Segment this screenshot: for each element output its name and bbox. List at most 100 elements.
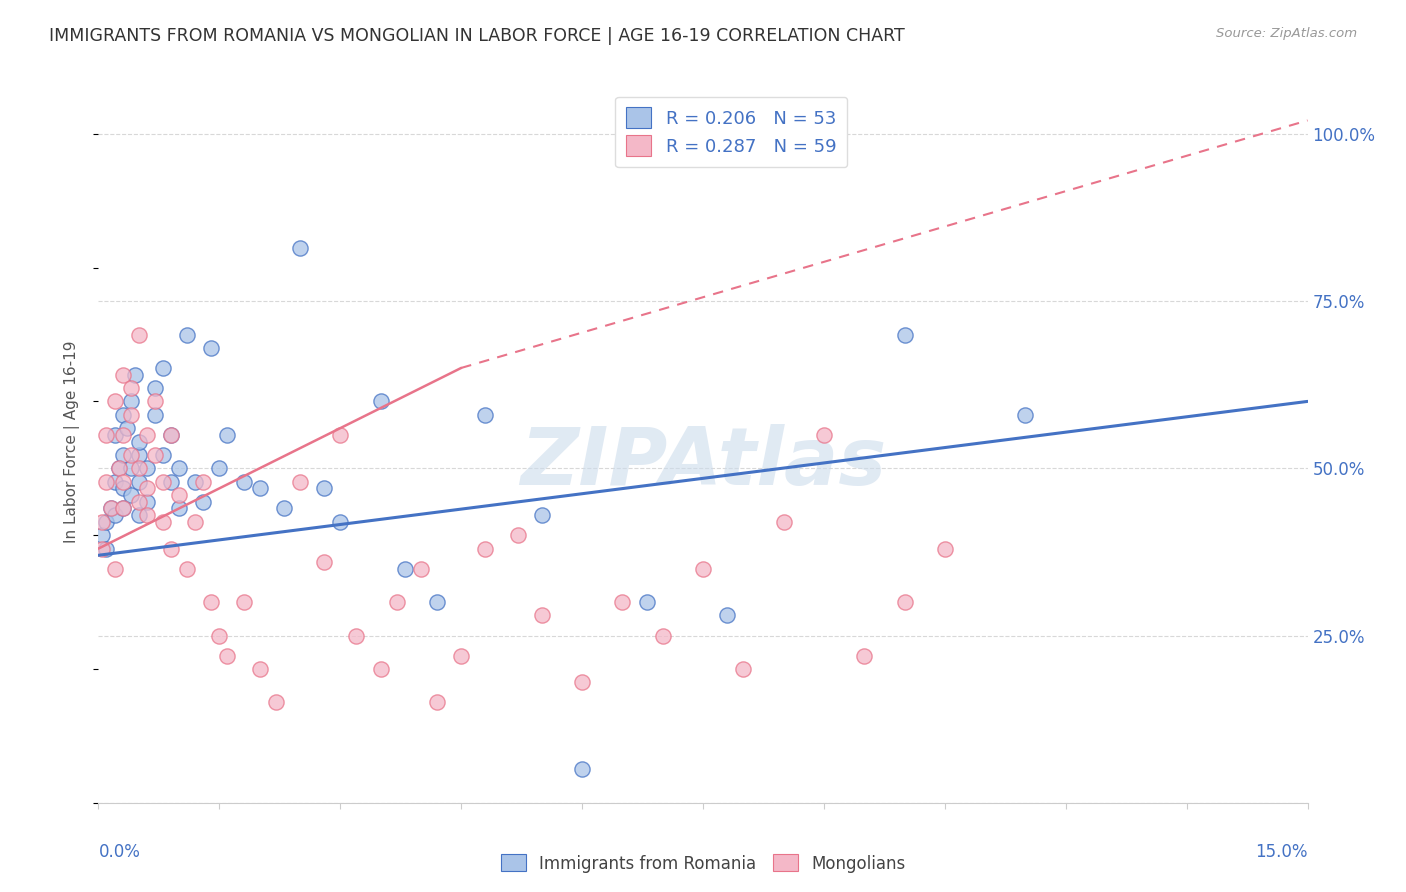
Point: [103, 475, 125, 489]
Point: [184, 475, 207, 489]
Point: [160, 541, 183, 556]
Point: [111, 427, 134, 442]
Point: [152, 448, 174, 462]
Point: [409, 562, 432, 576]
Point: [193, 475, 215, 489]
Point: [120, 381, 142, 395]
Point: [314, 555, 336, 569]
Point: [111, 448, 134, 462]
Point: [329, 427, 352, 442]
Y-axis label: In Labor Force | Age 16-19: In Labor Force | Age 16-19: [63, 340, 80, 543]
Point: [217, 648, 239, 663]
Point: [426, 696, 449, 710]
Point: [176, 562, 198, 576]
Point: [135, 508, 157, 523]
Point: [249, 662, 271, 676]
Point: [107, 461, 129, 475]
Point: [107, 461, 129, 475]
Point: [176, 327, 198, 342]
Point: [128, 461, 150, 475]
Point: [103, 394, 125, 409]
Text: 15.0%: 15.0%: [1256, 843, 1308, 861]
Point: [91, 541, 114, 556]
Point: [167, 501, 190, 516]
Point: [329, 515, 352, 529]
Point: [692, 562, 714, 576]
Point: [160, 427, 183, 442]
Point: [115, 421, 138, 435]
Point: [120, 394, 142, 409]
Point: [111, 408, 134, 422]
Point: [893, 327, 915, 342]
Point: [200, 595, 222, 609]
Point: [103, 562, 125, 576]
Point: [636, 595, 658, 609]
Point: [314, 482, 336, 496]
Point: [135, 494, 157, 508]
Point: [100, 501, 122, 516]
Point: [135, 461, 157, 475]
Point: [208, 628, 231, 642]
Point: [288, 475, 311, 489]
Point: [232, 595, 254, 609]
Point: [530, 508, 553, 523]
Point: [96, 427, 118, 442]
Point: [370, 394, 392, 409]
Text: Source: ZipAtlas.com: Source: ZipAtlas.com: [1216, 27, 1357, 40]
Point: [128, 475, 150, 489]
Point: [143, 448, 166, 462]
Point: [288, 241, 311, 255]
Point: [111, 501, 134, 516]
Point: [167, 488, 190, 502]
Point: [716, 608, 738, 623]
Point: [100, 501, 122, 516]
Point: [813, 427, 835, 442]
Point: [120, 448, 142, 462]
Point: [167, 461, 190, 475]
Point: [96, 475, 118, 489]
Point: [344, 628, 367, 642]
Point: [200, 341, 222, 355]
Point: [128, 327, 150, 342]
Point: [394, 562, 416, 576]
Point: [208, 461, 231, 475]
Legend: Immigrants from Romania, Mongolians: Immigrants from Romania, Mongolians: [494, 847, 912, 880]
Point: [506, 528, 529, 542]
Point: [160, 475, 183, 489]
Point: [853, 648, 876, 663]
Point: [96, 541, 118, 556]
Point: [450, 648, 472, 663]
Point: [143, 381, 166, 395]
Point: [160, 427, 183, 442]
Point: [612, 595, 634, 609]
Point: [232, 475, 254, 489]
Point: [111, 368, 134, 382]
Point: [91, 528, 114, 542]
Point: [128, 448, 150, 462]
Legend: R = 0.206   N = 53, R = 0.287   N = 59: R = 0.206 N = 53, R = 0.287 N = 59: [616, 96, 848, 167]
Point: [772, 515, 794, 529]
Point: [111, 482, 134, 496]
Point: [143, 408, 166, 422]
Point: [1014, 408, 1036, 422]
Point: [91, 515, 114, 529]
Point: [103, 508, 125, 523]
Point: [128, 434, 150, 449]
Point: [152, 475, 174, 489]
Point: [152, 515, 174, 529]
Point: [120, 408, 142, 422]
Point: [143, 394, 166, 409]
Point: [120, 488, 142, 502]
Point: [135, 482, 157, 496]
Point: [893, 595, 915, 609]
Point: [96, 515, 118, 529]
Point: [733, 662, 755, 676]
Point: [124, 368, 146, 382]
Point: [651, 628, 673, 642]
Point: [103, 427, 125, 442]
Point: [111, 501, 134, 516]
Point: [934, 541, 956, 556]
Text: IMMIGRANTS FROM ROMANIA VS MONGOLIAN IN LABOR FORCE | AGE 16-19 CORRELATION CHAR: IMMIGRANTS FROM ROMANIA VS MONGOLIAN IN …: [49, 27, 905, 45]
Point: [273, 501, 295, 516]
Point: [193, 494, 215, 508]
